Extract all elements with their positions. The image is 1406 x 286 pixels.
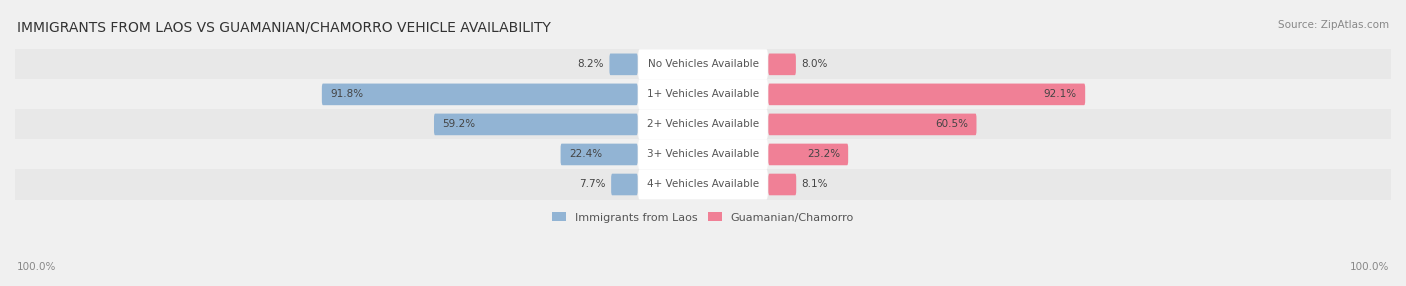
Bar <box>15 109 1391 140</box>
FancyBboxPatch shape <box>638 79 768 109</box>
Text: 2+ Vehicles Available: 2+ Vehicles Available <box>647 120 759 129</box>
FancyBboxPatch shape <box>322 84 638 105</box>
FancyBboxPatch shape <box>768 53 796 75</box>
Text: 92.1%: 92.1% <box>1043 90 1077 99</box>
FancyBboxPatch shape <box>768 144 848 165</box>
Text: 3+ Vehicles Available: 3+ Vehicles Available <box>647 150 759 160</box>
Text: 1+ Vehicles Available: 1+ Vehicles Available <box>647 90 759 99</box>
FancyBboxPatch shape <box>638 109 768 140</box>
Text: 7.7%: 7.7% <box>579 180 606 190</box>
Text: IMMIGRANTS FROM LAOS VS GUAMANIAN/CHAMORRO VEHICLE AVAILABILITY: IMMIGRANTS FROM LAOS VS GUAMANIAN/CHAMOR… <box>17 20 551 34</box>
Text: 8.1%: 8.1% <box>801 180 828 190</box>
Text: Source: ZipAtlas.com: Source: ZipAtlas.com <box>1278 20 1389 30</box>
Text: 91.8%: 91.8% <box>330 90 363 99</box>
FancyBboxPatch shape <box>638 170 768 200</box>
Text: 8.0%: 8.0% <box>801 59 828 69</box>
Bar <box>15 140 1391 170</box>
Text: 60.5%: 60.5% <box>935 120 969 129</box>
Bar <box>15 49 1391 79</box>
Text: 22.4%: 22.4% <box>569 150 602 160</box>
FancyBboxPatch shape <box>638 49 768 79</box>
Text: 4+ Vehicles Available: 4+ Vehicles Available <box>647 180 759 190</box>
FancyBboxPatch shape <box>638 140 768 170</box>
Text: 23.2%: 23.2% <box>807 150 839 160</box>
FancyBboxPatch shape <box>434 114 638 135</box>
FancyBboxPatch shape <box>768 174 796 195</box>
FancyBboxPatch shape <box>768 84 1085 105</box>
Bar <box>15 79 1391 109</box>
Text: 100.0%: 100.0% <box>17 262 56 272</box>
FancyBboxPatch shape <box>768 114 977 135</box>
FancyBboxPatch shape <box>612 174 638 195</box>
FancyBboxPatch shape <box>609 53 638 75</box>
Text: No Vehicles Available: No Vehicles Available <box>648 59 758 69</box>
Text: 8.2%: 8.2% <box>578 59 605 69</box>
FancyBboxPatch shape <box>561 144 638 165</box>
Text: 59.2%: 59.2% <box>443 120 475 129</box>
Bar <box>15 170 1391 200</box>
Legend: Immigrants from Laos, Guamanian/Chamorro: Immigrants from Laos, Guamanian/Chamorro <box>548 208 858 227</box>
Text: 100.0%: 100.0% <box>1350 262 1389 272</box>
